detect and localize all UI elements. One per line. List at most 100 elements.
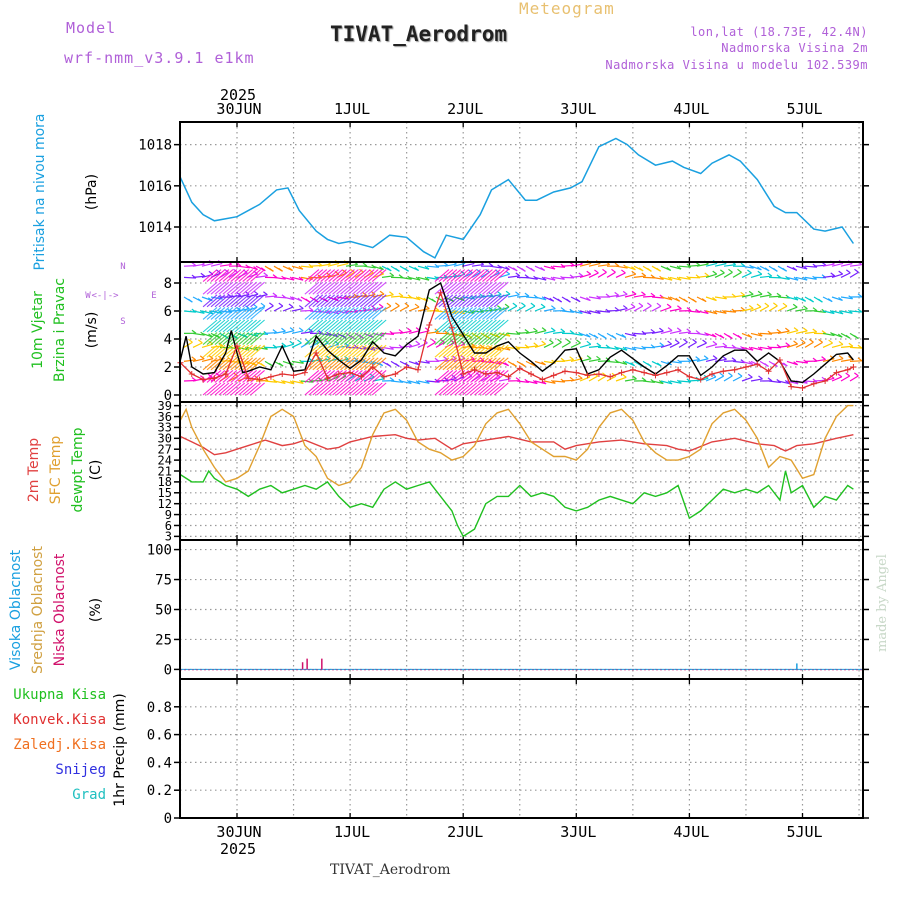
wind-arrow	[316, 357, 332, 371]
wind-arrow	[371, 294, 387, 308]
wind-arrow-head	[740, 291, 746, 296]
precip-legend-item: Ukupna Kisa	[13, 687, 106, 703]
wind-arrow	[250, 357, 265, 371]
wind-arrow	[489, 319, 505, 333]
wind-gust-marker	[482, 371, 489, 377]
x-date-label-bottom: 3JUL	[560, 823, 596, 841]
wind-arrow-head	[566, 338, 571, 343]
wind-arrow	[367, 306, 383, 320]
y-tick-label: 30	[158, 432, 172, 446]
wind-arrow	[328, 344, 343, 358]
wind-arrow	[336, 269, 351, 283]
wind-arrow-head	[695, 356, 700, 361]
wind-arrow	[371, 369, 387, 383]
wind-arrow-head	[757, 346, 763, 351]
wind-arrow	[474, 382, 489, 396]
wind-arrow	[210, 344, 226, 358]
wind-arrow	[454, 332, 470, 346]
wind-arrow	[660, 343, 672, 348]
wind-arrow	[840, 296, 853, 300]
wind-gust-marker	[765, 368, 772, 375]
wind-gust-marker	[256, 376, 263, 383]
wind-arrow	[597, 263, 610, 267]
wind-arrow	[446, 344, 462, 358]
wind-arrow	[316, 344, 332, 358]
wind-gust-marker	[584, 372, 591, 379]
wind-arrow-head	[675, 297, 681, 302]
wind-arrow	[462, 306, 477, 320]
wind-arrow	[324, 332, 340, 346]
wind-arrow-head	[686, 307, 692, 312]
y-tick-label: 25	[155, 632, 172, 648]
wind-arrow	[210, 262, 223, 267]
wind-arrow	[777, 276, 790, 280]
wind-arrow-head	[298, 265, 304, 270]
wind-arrow	[222, 319, 238, 333]
wind-arrow	[308, 319, 324, 333]
wind-arrow-head	[278, 302, 284, 307]
precip-legend-item: Snijeg	[55, 762, 106, 778]
wind-arrow	[183, 276, 196, 279]
wind-arrow-head	[757, 266, 762, 271]
wind-arrow	[363, 357, 379, 371]
wind-arrow	[822, 275, 835, 278]
wind-arrow	[543, 276, 556, 281]
wind-arrow	[226, 294, 242, 308]
wind-arrow	[489, 357, 505, 371]
y-tick-label: 2	[164, 360, 172, 376]
wind-arrow	[454, 294, 470, 308]
wind-arrow-head	[569, 330, 575, 334]
wind-arrow	[552, 265, 565, 268]
wind-arrow	[264, 305, 274, 312]
wind-arrow-head	[857, 357, 863, 362]
wind-arrow	[606, 346, 619, 350]
temp-axis-label: dewpt Temp	[70, 427, 86, 512]
wind-arrow	[304, 369, 320, 383]
wind-arrow	[732, 375, 743, 382]
wind-arrow	[340, 357, 355, 371]
wind-arrow-head	[549, 297, 555, 302]
wind-arrow	[489, 369, 505, 383]
x-date-label-top: 4JUL	[673, 100, 709, 118]
wind-arrow	[340, 281, 355, 295]
wind-arrow	[482, 357, 497, 371]
wind-arrow	[214, 332, 230, 346]
wind-arrow	[507, 332, 520, 335]
wind-arrow-head	[712, 340, 718, 345]
wind-arrow-head	[701, 298, 707, 303]
wind-arrow	[478, 382, 493, 396]
wind-arrow	[345, 359, 358, 362]
wind-arrow-head	[415, 380, 421, 385]
wind-arrow-head	[188, 298, 193, 303]
wind-arrow-head	[656, 302, 662, 307]
wind-arrow-head	[758, 375, 763, 380]
wind-arrow-head	[488, 262, 494, 267]
wind-arrow	[237, 265, 250, 269]
wind-arrow	[246, 369, 261, 383]
wind-arrow	[486, 281, 501, 295]
wind-arrow	[417, 342, 428, 348]
wind-arrow	[714, 263, 727, 267]
wind-arrow	[399, 276, 412, 280]
wind-arrow	[308, 382, 324, 396]
wind-arrow-head	[496, 305, 502, 310]
wind-arrow	[750, 332, 763, 337]
wind-gust-marker	[629, 366, 636, 373]
wind-arrow	[435, 341, 445, 348]
wind-arrow	[588, 272, 599, 278]
wind-arrow	[768, 380, 781, 384]
wind-arrow	[759, 305, 770, 312]
wind-gust-marker	[301, 369, 308, 376]
wind-arrow-head	[550, 327, 556, 332]
wind-arrow	[442, 294, 458, 308]
wind-arrow	[525, 276, 538, 280]
wind-arrow-head	[712, 270, 718, 275]
wind-arrow	[507, 305, 518, 312]
wind-arrow	[222, 306, 238, 320]
wind-arrow	[474, 269, 489, 283]
wind-arrow	[246, 306, 261, 320]
wind-arrow	[438, 306, 454, 320]
wind-arrow	[831, 358, 844, 362]
wind-arrow	[363, 294, 379, 308]
wind-arrow	[324, 306, 340, 320]
